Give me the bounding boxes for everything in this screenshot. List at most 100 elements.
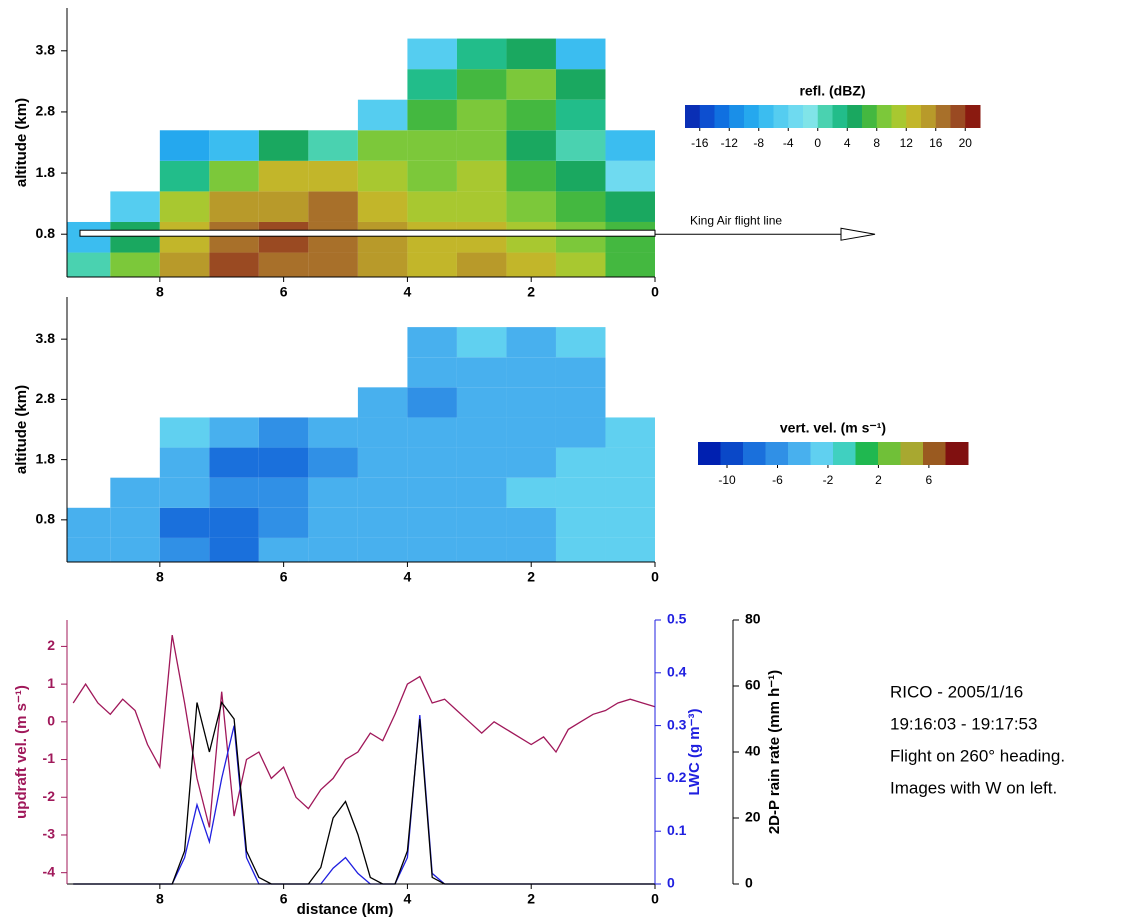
colorbar-tick-label: 6 [926, 473, 933, 487]
colorbar-swatch [900, 442, 924, 465]
heatmap-cell [357, 477, 408, 508]
heatmap-cell [357, 221, 408, 253]
heatmap-cell [605, 160, 655, 192]
heatmap-cell [159, 507, 210, 538]
heatmap-cell [110, 537, 160, 562]
heatmap-cell [357, 99, 408, 131]
heatmap-cell [555, 221, 606, 253]
heatmap-cell [555, 252, 606, 277]
heatmap-cell [456, 387, 507, 418]
heatmap-cell [555, 417, 606, 448]
colorbar-tick-label: 8 [873, 136, 880, 150]
heatmap-cell [555, 387, 606, 418]
y-axis-label: altitude (km) [13, 98, 30, 187]
heatmap-cell [506, 447, 556, 478]
heatmap-cell [407, 387, 457, 418]
heatmap-cell [209, 191, 259, 222]
colorbar-swatch [773, 105, 789, 128]
y2-tick-label: 0 [667, 875, 675, 891]
heatmap-cell [159, 417, 210, 448]
heatmap-cell [407, 130, 457, 161]
colorbar-swatch [847, 105, 863, 128]
colorbar-tick-label: -6 [772, 473, 783, 487]
y2-tick-label: 0.1 [667, 822, 687, 838]
y-tick-label: 2.8 [36, 103, 56, 119]
heatmap-cell [258, 537, 309, 562]
colorbar-swatch [698, 442, 721, 465]
x-tick-label: 8 [156, 569, 164, 585]
heatmap-cell [506, 221, 556, 253]
y-tick-label: 1.8 [36, 450, 56, 466]
heatmap-cell [308, 160, 358, 192]
heatmap-cell [67, 507, 111, 538]
line-series [73, 714, 655, 885]
heatmap-cell [407, 507, 457, 538]
heatmap-cell [605, 477, 655, 508]
heatmap-cell [506, 191, 556, 222]
heatmap-cell [407, 537, 457, 562]
heatmap-cell [357, 191, 408, 222]
heatmap-cell [555, 160, 606, 192]
y-tick-label: 1.8 [36, 164, 56, 180]
colorbar-tick-label: 4 [844, 136, 851, 150]
heatmap-cell [456, 130, 507, 161]
y2-tick-label: 0.4 [667, 664, 687, 680]
heatmap-cell [159, 447, 210, 478]
colorbar-swatch [810, 442, 834, 465]
heatmap-cell [258, 417, 309, 448]
y-tick-label: -1 [43, 750, 56, 766]
y-tick-label: -2 [43, 788, 56, 804]
y3-tick-label: 0 [745, 875, 753, 891]
heatmap-cell [506, 99, 556, 131]
y3-tick-label: 40 [745, 743, 761, 759]
y-tick-label: 0.8 [36, 511, 56, 527]
y-axis-label: altitude (km) [13, 385, 30, 474]
heatmap-cell [209, 160, 259, 192]
heatmap-cell [456, 327, 507, 358]
heatmap-cell [159, 537, 210, 562]
colorbar-swatch [923, 442, 946, 465]
heatmap-cell [555, 447, 606, 478]
y-tick-label: 3.8 [36, 41, 56, 57]
heatmap-cell [555, 191, 606, 222]
heatmap-cell [506, 130, 556, 161]
heatmap-cell [67, 221, 111, 253]
y3-tick-label: 20 [745, 809, 761, 825]
heatmap-cell [456, 417, 507, 448]
heatmap-cell [456, 477, 507, 508]
colorbar-title: refl. (dBZ) [799, 83, 865, 99]
heatmap-cell [456, 221, 507, 253]
heatmap-cell [555, 130, 606, 161]
heatmap-cell [506, 537, 556, 562]
colorbar-swatch [803, 105, 819, 128]
x-tick-label: 0 [651, 891, 659, 907]
heatmap-cell [407, 160, 457, 192]
heatmap-cell [555, 537, 606, 562]
heatmap-cell [357, 252, 408, 277]
heatmap-cell [308, 221, 358, 253]
heatmap-cell [555, 327, 606, 358]
y-axis-label: updraft vel. (m s⁻¹) [13, 685, 30, 819]
heatmap-cell [258, 160, 309, 192]
heatmap-cell [605, 221, 655, 253]
heatmap-cell [258, 477, 309, 508]
colorbar-tick-label: -8 [753, 136, 764, 150]
heatmap-cell [456, 357, 507, 388]
flight-line-label: King Air flight line [690, 213, 782, 227]
colorbar-swatch [891, 105, 907, 128]
heatmap-cell [209, 477, 259, 508]
colorbar-swatch [758, 105, 774, 128]
y2-tick-label: 0.3 [667, 716, 687, 732]
heatmap-cell [258, 507, 309, 538]
colorbar-title: vert. vel. (m s⁻¹) [780, 420, 886, 436]
heatmap-cell [258, 252, 309, 277]
heatmap-cell [110, 191, 160, 222]
heatmap-cell [506, 69, 556, 100]
colorbar-tick-label: 16 [929, 136, 943, 150]
colorbar-tick-label: -2 [823, 473, 834, 487]
heatmap-cell [209, 447, 259, 478]
colorbar-swatch [743, 442, 766, 465]
colorbar-swatch [906, 105, 922, 128]
colorbar-swatch [878, 442, 901, 465]
